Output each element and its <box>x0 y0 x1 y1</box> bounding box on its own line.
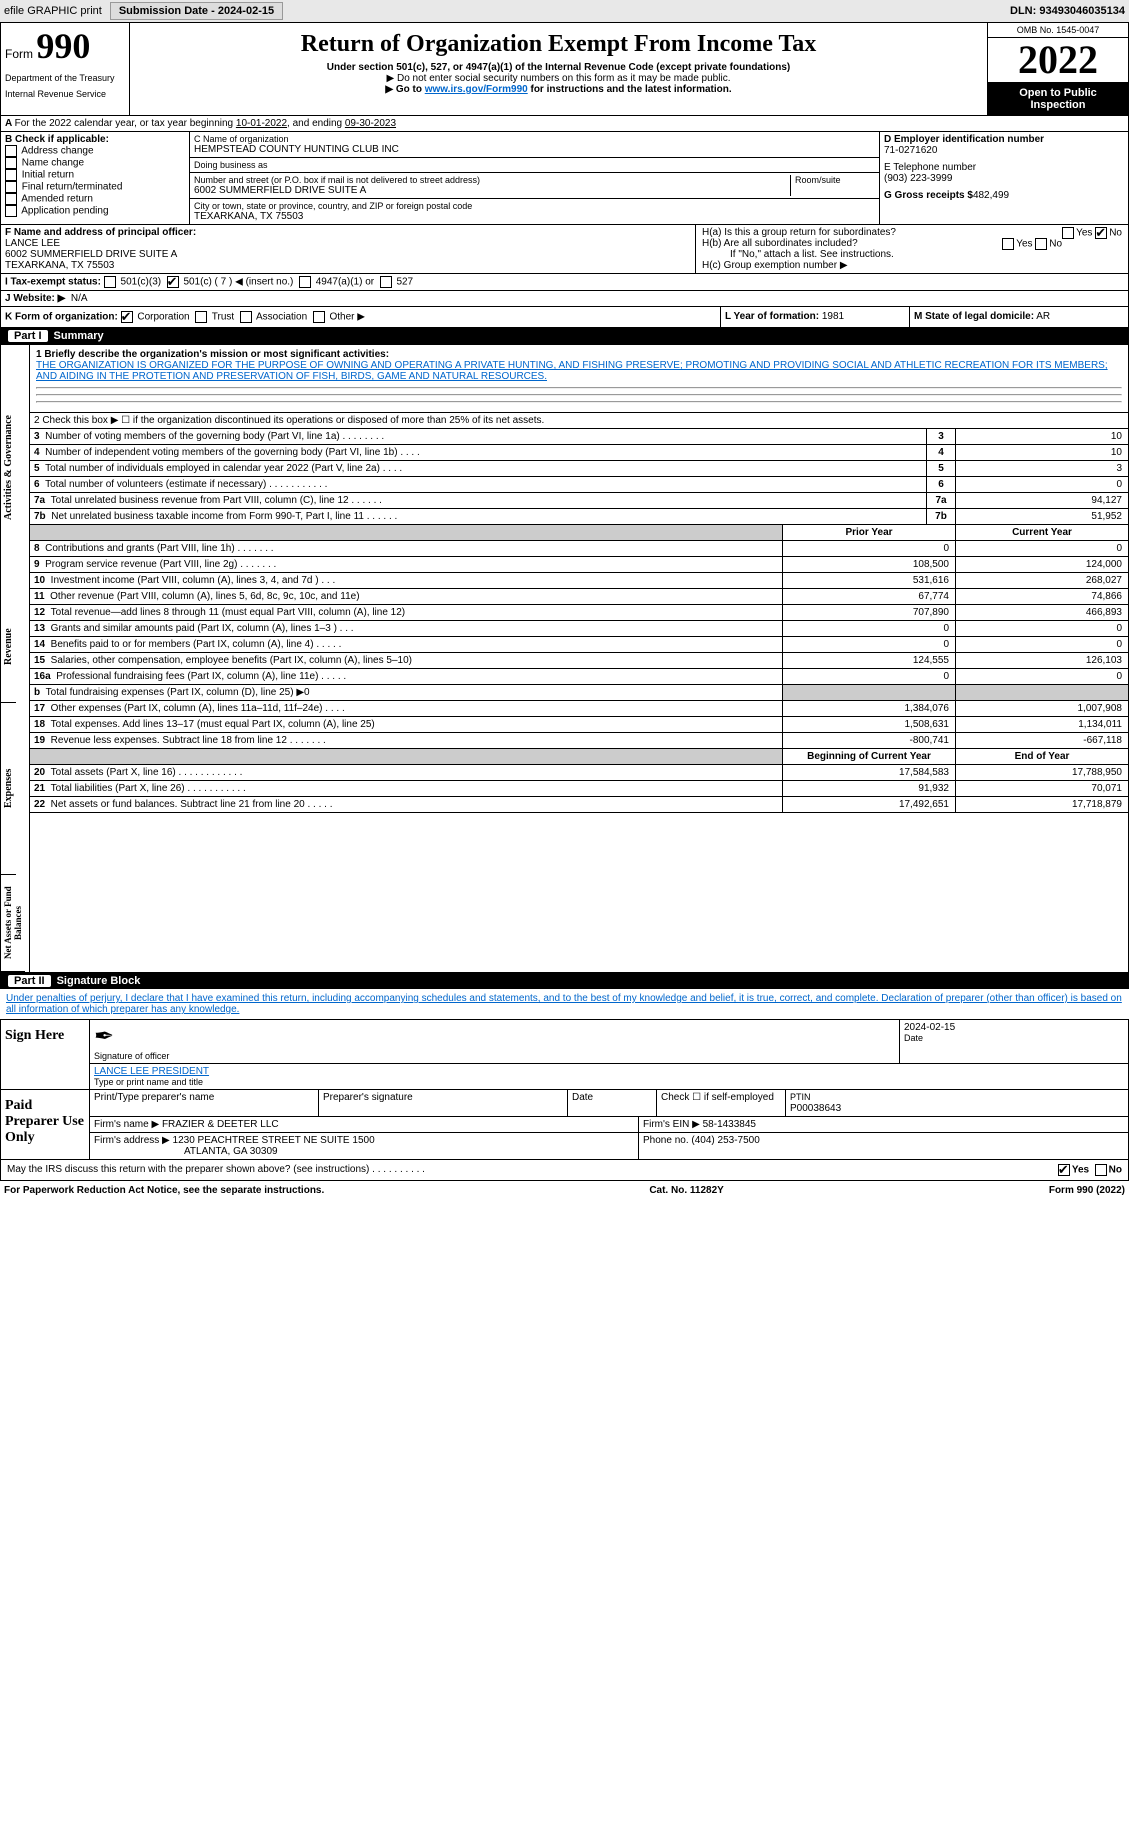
table-row: 14 Benefits paid to or for members (Part… <box>30 637 1128 653</box>
footer-line: For Paperwork Reduction Act Notice, see … <box>0 1181 1129 1200</box>
table-row: 10 Investment income (Part VIII, column … <box>30 573 1128 589</box>
form-subtitle-3: ▶ Go to www.irs.gov/Form990 for instruct… <box>138 84 979 95</box>
penalties-text: Under penalties of perjury, I declare th… <box>0 989 1129 1019</box>
mission-block: 1 Briefly describe the organization's mi… <box>30 345 1128 413</box>
checkbox-final-return[interactable] <box>5 181 17 193</box>
checkbox-amended[interactable] <box>5 193 17 205</box>
efile-label: efile GRAPHIC print <box>4 5 102 17</box>
i-4947[interactable] <box>299 276 311 288</box>
col-f-officer: F Name and address of principal officer:… <box>1 225 696 273</box>
efile-topbar: efile GRAPHIC print Submission Date - 20… <box>0 0 1129 22</box>
checkbox-address-change[interactable] <box>5 145 17 157</box>
discuss-no[interactable] <box>1095 1164 1107 1176</box>
table-row: 21 Total liabilities (Part X, line 26) .… <box>30 781 1128 797</box>
form-subtitle-1: Under section 501(c), 527, or 4947(a)(1)… <box>138 62 979 73</box>
signature-block: Sign Here ✒ Signature of officer 2024-02… <box>0 1019 1129 1181</box>
row-a-tax-year: A For the 2022 calendar year, or tax yea… <box>0 116 1129 132</box>
checkbox-initial-return[interactable] <box>5 169 17 181</box>
omb-number: OMB No. 1545-0047 <box>988 23 1128 38</box>
table-row: 20 Total assets (Part X, line 16) . . . … <box>30 765 1128 781</box>
form-header-center: Return of Organization Exempt From Incom… <box>130 23 987 115</box>
ha-yes[interactable] <box>1062 227 1074 239</box>
part-i-header: Part ISummary <box>0 328 1129 344</box>
col-c-org-info: C Name of organization HEMPSTEAD COUNTY … <box>190 132 880 224</box>
table-row: 6 Total number of volunteers (estimate i… <box>30 477 1128 493</box>
table-row: 19 Revenue less expenses. Subtract line … <box>30 733 1128 749</box>
block-bcd: B Check if applicable: Address change Na… <box>0 132 1129 225</box>
tax-year: 2022 <box>988 38 1128 83</box>
submission-date-button[interactable]: Submission Date - 2024-02-15 <box>110 2 283 20</box>
discuss-yes[interactable] <box>1058 1164 1070 1176</box>
hb-no[interactable] <box>1035 238 1047 250</box>
table-row: 15 Salaries, other compensation, employe… <box>30 653 1128 669</box>
form-header-right: OMB No. 1545-0047 2022 Open to Public In… <box>987 23 1128 115</box>
col-d-ein: D Employer identification number 71-0271… <box>880 132 1128 224</box>
paid-preparer-label: Paid Preparer Use Only <box>1 1090 90 1159</box>
table-row: 16a Professional fundraising fees (Part … <box>30 669 1128 685</box>
form-prefix: Form <box>5 47 33 61</box>
officer-name: LANCE LEE PRESIDENT <box>94 1066 1124 1077</box>
k-trust[interactable] <box>195 311 207 323</box>
form-title: Return of Organization Exempt From Incom… <box>138 31 979 58</box>
i-501c[interactable] <box>167 276 179 288</box>
ein-value: 71-0271620 <box>884 145 1124 156</box>
col-b-checkboxes: B Check if applicable: Address change Na… <box>1 132 190 224</box>
table-row: 9 Program service revenue (Part VIII, li… <box>30 557 1128 573</box>
table-row: 3 Number of voting members of the govern… <box>30 429 1128 445</box>
hb-yes[interactable] <box>1002 238 1014 250</box>
irs-link[interactable]: www.irs.gov/Form990 <box>425 84 528 95</box>
form-header: Form 990 Department of the Treasury Inte… <box>0 22 1129 116</box>
part-ii-header: Part IISignature Block <box>0 973 1129 989</box>
row-fh: F Name and address of principal officer:… <box>0 225 1129 274</box>
checkbox-name-change[interactable] <box>5 157 17 169</box>
telephone: (903) 223-3999 <box>884 173 1124 184</box>
checkbox-app-pending[interactable] <box>5 205 17 217</box>
table-row: b Total fundraising expenses (Part IX, c… <box>30 685 1128 701</box>
mission-text[interactable]: THE ORGANIZATION IS ORGANIZED FOR THE PU… <box>36 360 1122 382</box>
k-assoc[interactable] <box>240 311 252 323</box>
table-row: 7a Total unrelated business revenue from… <box>30 493 1128 509</box>
k-other[interactable] <box>313 311 325 323</box>
row-j-website: J Website: ▶ N/A <box>0 291 1129 307</box>
table-row: 12 Total revenue—add lines 8 through 11 … <box>30 605 1128 621</box>
table-row: 5 Total number of individuals employed i… <box>30 461 1128 477</box>
form-number: 990 <box>36 26 90 66</box>
org-street: 6002 SUMMERFIELD DRIVE SUITE A <box>194 185 790 196</box>
form-subtitle-2: ▶ Do not enter social security numbers o… <box>138 73 979 84</box>
ha-no[interactable] <box>1095 227 1107 239</box>
table-row: 8 Contributions and grants (Part VIII, l… <box>30 541 1128 557</box>
row-klm: K Form of organization: Corporation Trus… <box>0 307 1129 328</box>
dept-irs: Internal Revenue Service <box>5 89 125 99</box>
gross-receipts: 482,499 <box>973 190 1009 201</box>
dln-label: DLN: 93493046035134 <box>1010 5 1125 17</box>
summary-section: Activities & Governance Revenue Expenses… <box>0 344 1129 973</box>
table-row: 11 Other revenue (Part VIII, column (A),… <box>30 589 1128 605</box>
org-city: TEXARKANA, TX 75503 <box>194 211 875 222</box>
table-row: 7b Net unrelated business taxable income… <box>30 509 1128 525</box>
open-public-badge: Open to Public Inspection <box>988 83 1128 115</box>
table-row: 4 Number of independent voting members o… <box>30 445 1128 461</box>
i-501c3[interactable] <box>104 276 116 288</box>
vertical-tabs: Activities & Governance Revenue Expenses… <box>1 345 30 972</box>
org-name: HEMPSTEAD COUNTY HUNTING CLUB INC <box>194 144 875 155</box>
table-row: 22 Net assets or fund balances. Subtract… <box>30 797 1128 813</box>
sign-here-label: Sign Here <box>1 1020 90 1089</box>
k-corp[interactable] <box>121 311 133 323</box>
col-h-group: H(a) Is this a group return for subordin… <box>696 225 1128 273</box>
row-i-tax-status: I Tax-exempt status: 501(c)(3) 501(c) ( … <box>0 274 1129 291</box>
table-row: 18 Total expenses. Add lines 13–17 (must… <box>30 717 1128 733</box>
i-527[interactable] <box>380 276 392 288</box>
form-header-left: Form 990 Department of the Treasury Inte… <box>1 23 130 115</box>
dept-treasury: Department of the Treasury <box>5 73 125 83</box>
table-row: 13 Grants and similar amounts paid (Part… <box>30 621 1128 637</box>
table-row: 17 Other expenses (Part IX, column (A), … <box>30 701 1128 717</box>
